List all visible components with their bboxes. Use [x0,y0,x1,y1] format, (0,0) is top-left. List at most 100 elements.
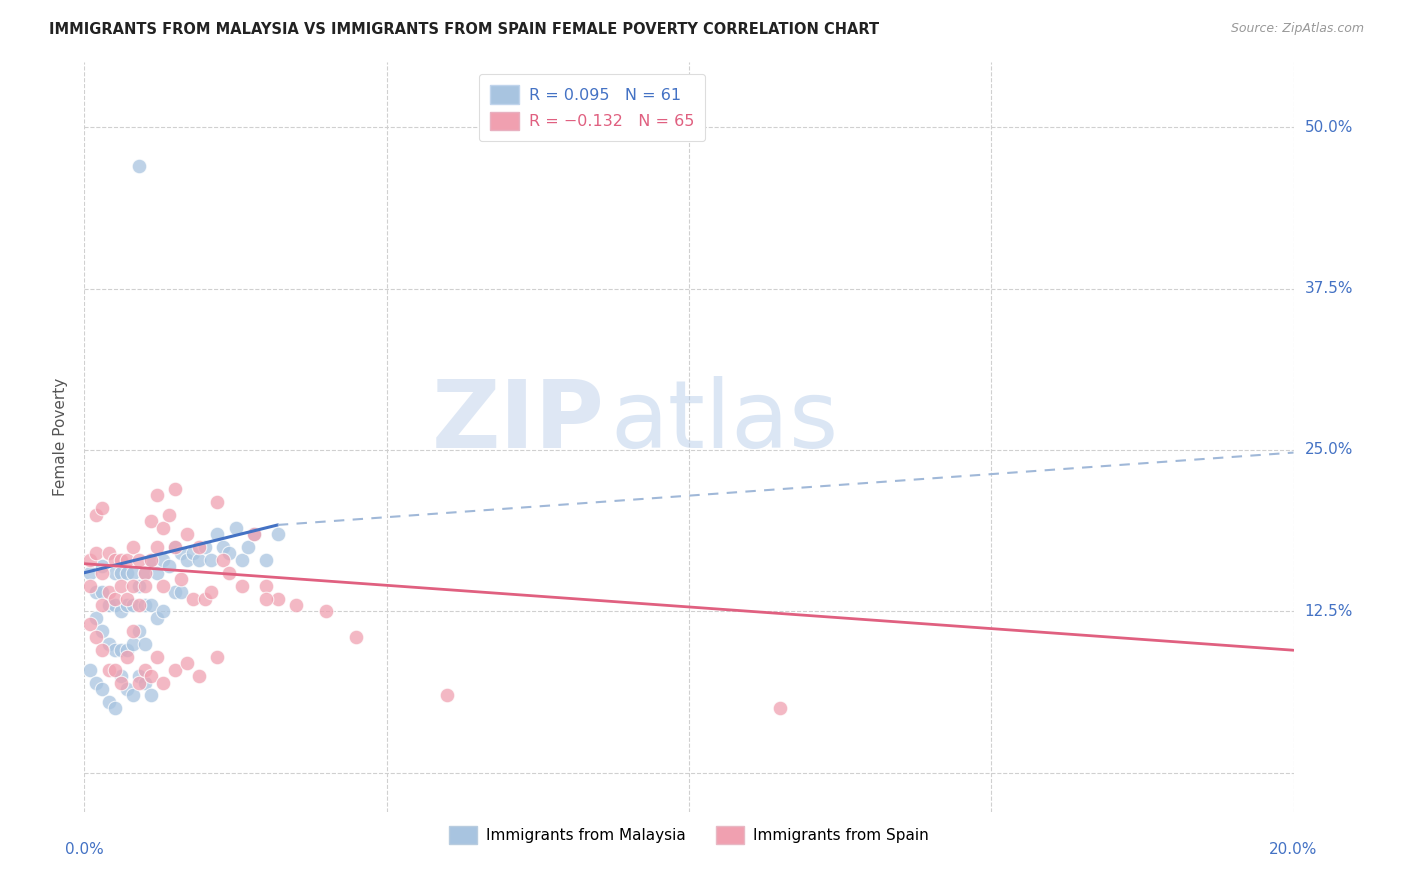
Point [146,540,169,554]
Point [115,553,138,567]
Point [346,630,368,644]
Point [91,566,114,580]
Point [110,605,132,619]
Text: 0.0%: 0.0% [65,842,104,857]
Point [231,553,253,567]
Point [86,675,108,690]
Point [97,637,120,651]
Point [97,695,120,709]
Point [139,514,162,528]
Point [97,663,120,677]
Point [139,598,162,612]
Point [165,585,187,599]
Point [134,663,156,677]
Point [91,643,114,657]
Point [86,585,108,599]
Point [152,605,174,619]
Point [121,566,143,580]
Point [181,546,204,560]
Point [79,663,101,677]
Point [152,520,174,534]
Point [139,689,162,703]
Point [79,553,101,567]
Point [218,546,240,560]
Point [242,527,264,541]
Point [170,572,193,586]
Point [104,663,127,677]
Point [121,540,143,554]
Point [115,649,138,664]
Point [165,663,187,677]
Y-axis label: Female Poverty: Female Poverty [53,378,69,496]
Point [97,598,120,612]
Point [225,520,247,534]
Point [188,540,211,554]
Point [176,656,198,670]
Point [254,553,277,567]
Point [121,579,143,593]
Point [134,637,156,651]
Point [128,675,150,690]
Point [104,566,127,580]
Point [128,669,150,683]
Point [86,546,108,560]
Point [91,559,114,574]
Point [188,669,211,683]
Point [285,598,308,612]
Point [104,701,127,715]
Point [170,585,193,599]
Point [104,598,127,612]
Point [152,579,174,593]
Point [86,508,108,522]
Point [104,643,127,657]
Point [134,566,156,580]
Point [128,598,150,612]
Point [134,566,156,580]
Point [115,681,138,696]
Text: 50.0%: 50.0% [1305,120,1353,135]
Point [121,637,143,651]
Point [91,681,114,696]
Point [242,527,264,541]
Point [115,598,138,612]
Point [97,585,120,599]
Point [128,159,150,173]
Point [134,579,156,593]
Point [146,488,169,502]
Point [165,540,187,554]
Point [91,598,114,612]
Point [110,566,132,580]
Point [86,611,108,625]
Text: 25.0%: 25.0% [1305,442,1353,458]
Point [121,689,143,703]
Point [115,566,138,580]
Point [115,591,138,606]
Point [79,617,101,632]
Point [176,553,198,567]
Point [267,527,290,541]
Point [110,643,132,657]
Point [207,649,229,664]
Point [91,585,114,599]
Point [436,689,458,703]
Point [188,553,211,567]
Point [157,559,180,574]
Point [236,540,259,554]
Point [79,566,101,580]
Point [254,579,277,593]
Point [176,527,198,541]
Point [128,624,150,638]
Point [181,591,204,606]
Point [165,540,187,554]
Point [121,598,143,612]
Point [97,546,120,560]
Text: 12.5%: 12.5% [1305,604,1353,619]
Point [218,566,240,580]
Point [110,669,132,683]
Point [254,591,277,606]
Point [104,553,127,567]
Point [128,579,150,593]
Point [134,675,156,690]
Point [91,501,114,516]
Point [194,540,217,554]
